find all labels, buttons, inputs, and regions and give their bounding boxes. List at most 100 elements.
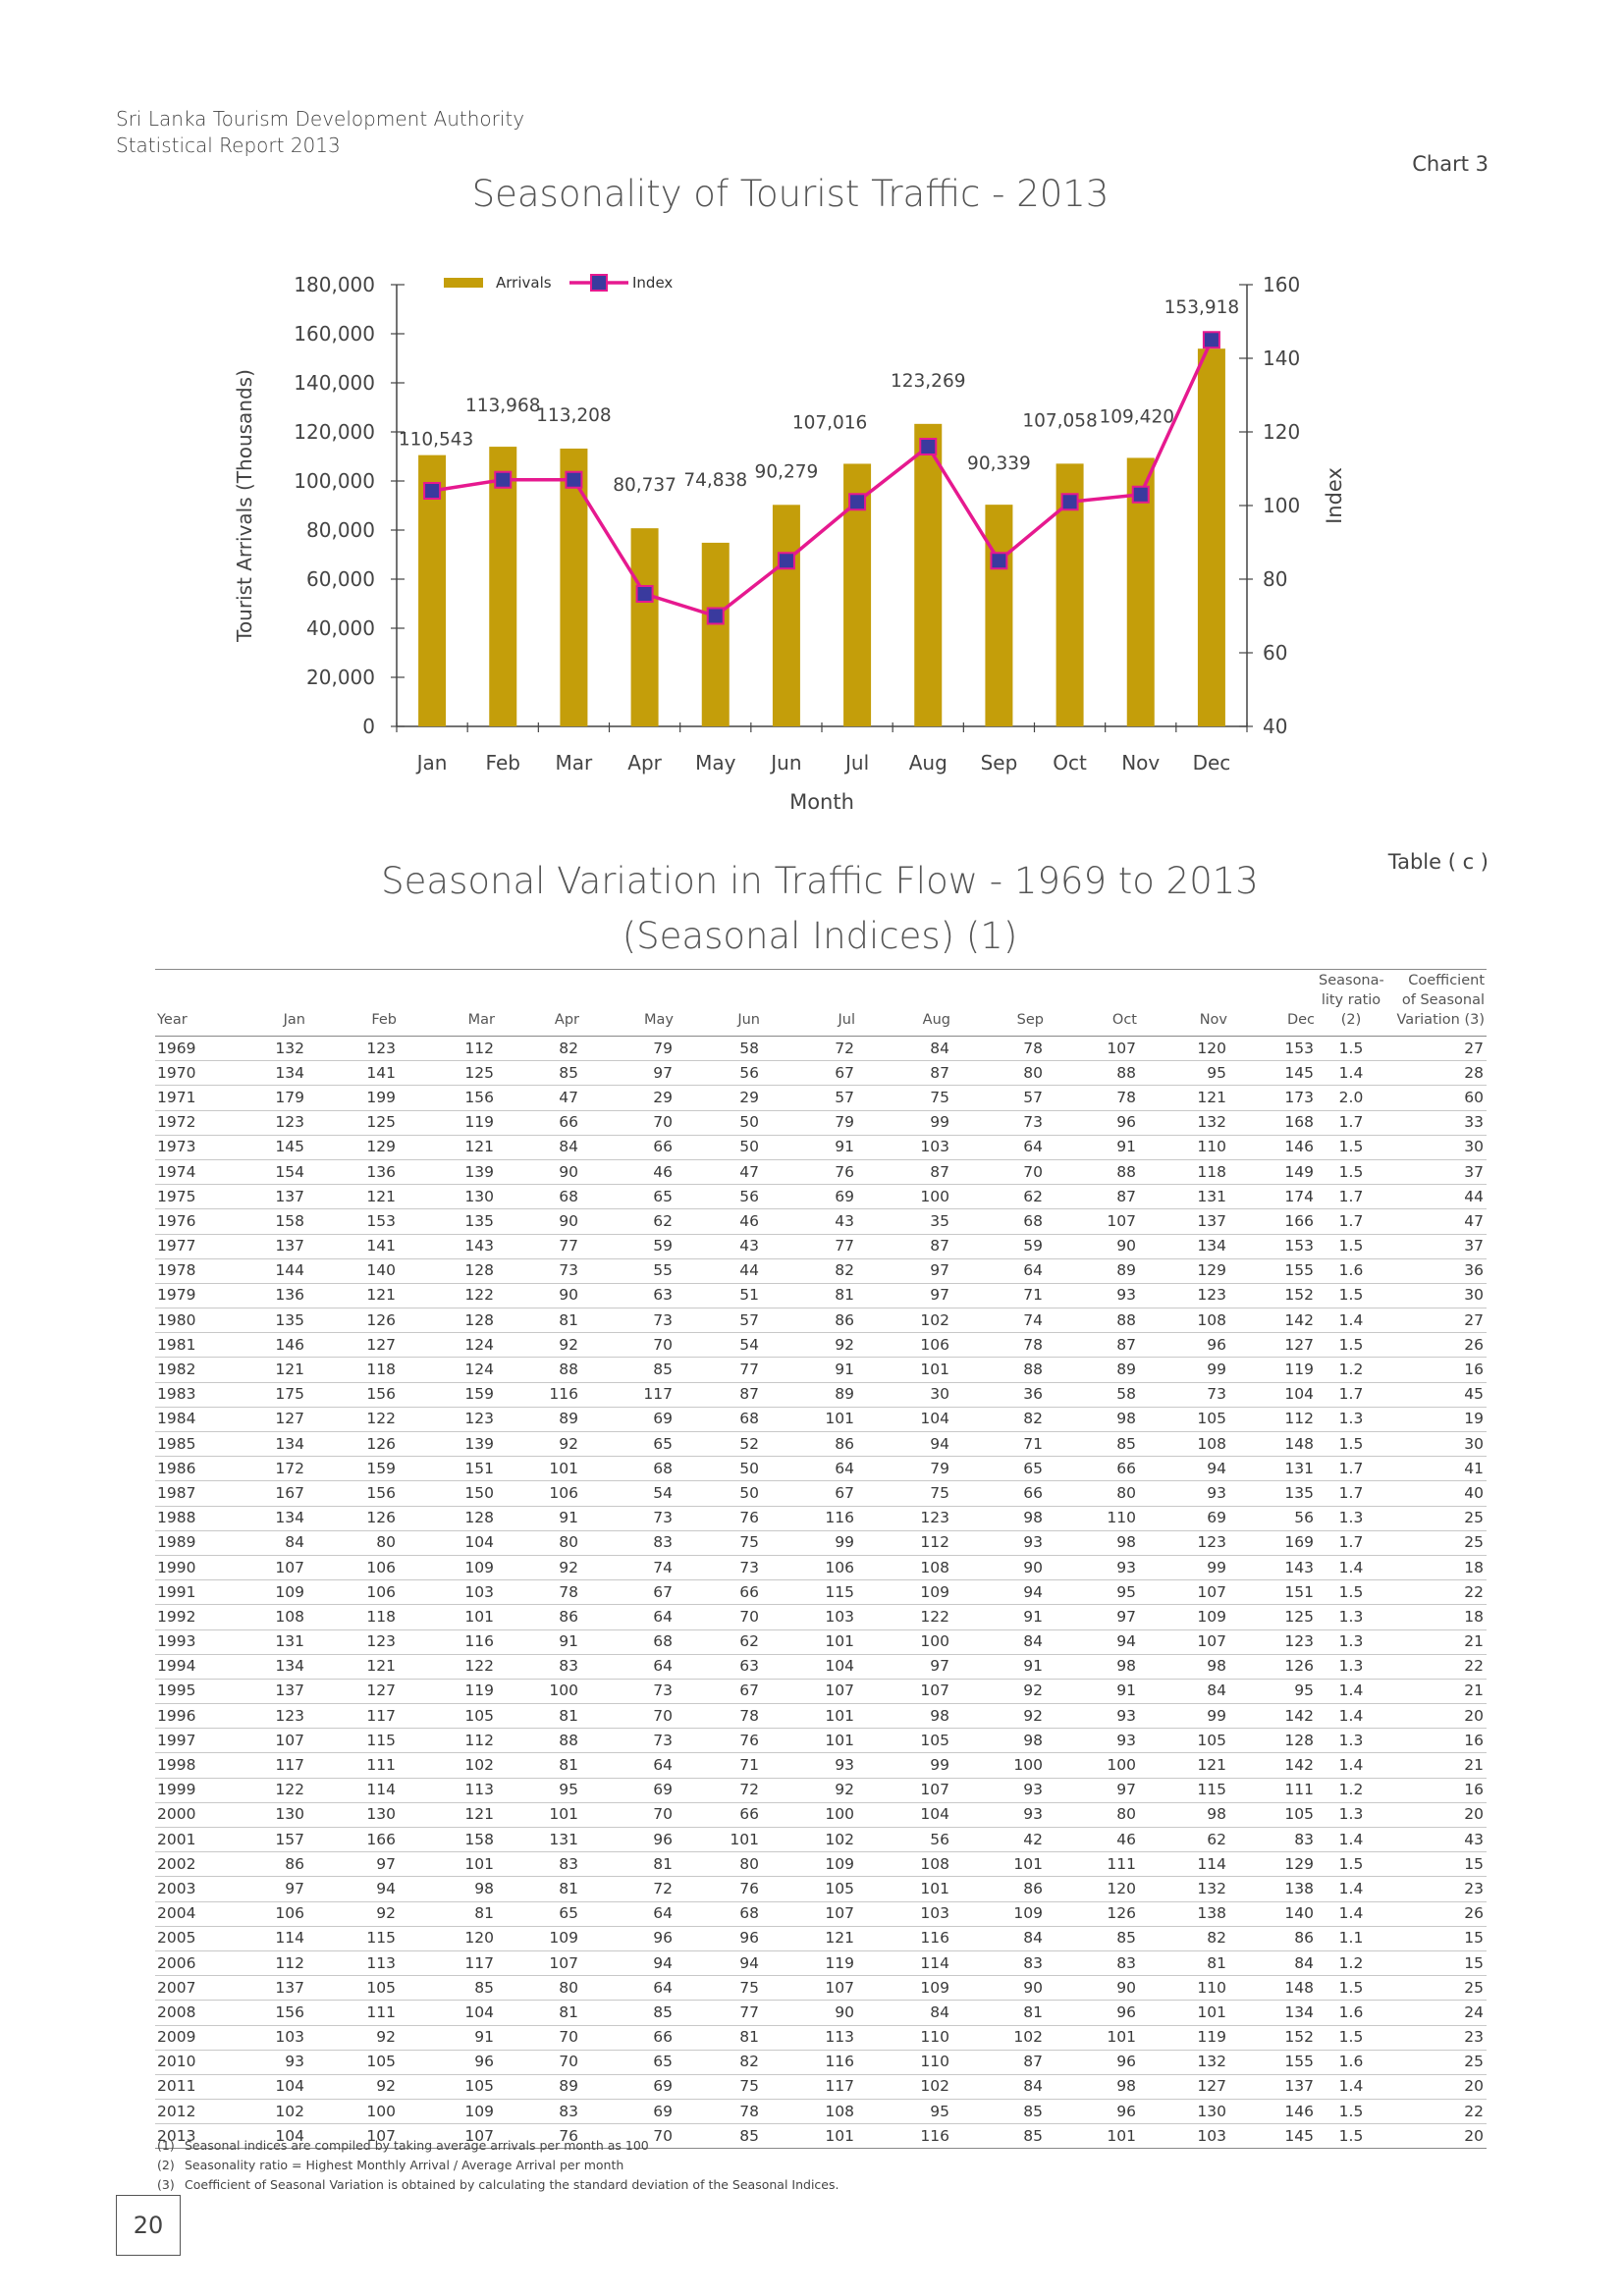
value-cell: 1.5 <box>1317 1851 1385 1878</box>
value-cell: 26 <box>1385 1332 1487 1359</box>
year-cell: 1997 <box>155 1728 224 1754</box>
value-cell: 58 <box>1046 1382 1139 1408</box>
value-cell: 1.7 <box>1317 1184 1385 1210</box>
value-cell: 157 <box>224 1827 307 1853</box>
value-cell: 131 <box>224 1629 307 1655</box>
table-row: 1993 131 123 116 91 68 62 101 100 84 94 107 123 1.3 21 <box>155 1629 1487 1655</box>
value-cell: 1.3 <box>1317 1506 1385 1531</box>
y-tick-label: 40,000 <box>306 616 375 640</box>
value-cell: 64 <box>762 1456 857 1482</box>
value-cell: 124 <box>399 1332 497 1359</box>
value-cell: 21 <box>1385 1629 1487 1655</box>
value-cell: 101 <box>497 1456 581 1482</box>
value-cell: 25 <box>1385 1975 1487 2002</box>
value-cell: 84 <box>952 1926 1046 1951</box>
value-cell: 43 <box>762 1208 857 1235</box>
x-tick-label: Jan <box>415 751 448 774</box>
value-cell: 105 <box>1229 1802 1317 1829</box>
value-cell: 107 <box>497 1950 581 1977</box>
chart-number: Chart 3 <box>1412 152 1489 176</box>
value-cell: 80 <box>497 1975 581 2002</box>
value-cell: 29 <box>676 1085 762 1111</box>
value-cell: 1.4 <box>1317 1555 1385 1581</box>
value-cell: 119 <box>762 1950 857 1977</box>
value-cell: 69 <box>581 1778 676 1803</box>
value-cell: 95 <box>857 2099 952 2125</box>
value-cell: 47 <box>1385 1208 1487 1235</box>
value-cell: 65 <box>581 1184 676 1210</box>
value-cell: 63 <box>676 1654 762 1680</box>
value-cell: 127 <box>224 1407 307 1433</box>
value-cell: 22 <box>1385 1654 1487 1680</box>
table-row: 1996 123 117 105 81 70 78 101 98 92 93 99 142 1.4 20 <box>155 1703 1487 1730</box>
value-cell: 52 <box>676 1431 762 1458</box>
value-cell: 146 <box>1229 2099 1317 2125</box>
value-cell: 137 <box>224 1679 307 1705</box>
value-cell: 104 <box>857 1407 952 1433</box>
value-cell: 129 <box>1229 1851 1317 1878</box>
y2-tick-label: 100 <box>1263 494 1300 517</box>
value-cell: 25 <box>1385 1506 1487 1531</box>
value-cell: 107 <box>762 1975 857 2002</box>
value-cell: 76 <box>676 1876 762 1902</box>
value-cell: 106 <box>307 1579 399 1606</box>
value-cell: 102 <box>762 1827 857 1853</box>
y-tick-label: 120,000 <box>294 420 375 444</box>
value-cell: 111 <box>307 2000 399 2026</box>
data-label-jul: 107,016 <box>792 412 868 433</box>
value-cell: 43 <box>676 1234 762 1259</box>
year-cell: 2004 <box>155 1901 224 1927</box>
value-cell: 141 <box>307 1060 399 1087</box>
value-cell: 87 <box>1046 1332 1139 1359</box>
value-cell: 101 <box>1046 2123 1139 2150</box>
value-cell: 87 <box>857 1060 952 1087</box>
value-cell: 159 <box>399 1382 497 1408</box>
value-cell: 101 <box>676 1827 762 1853</box>
value-cell: 115 <box>307 1728 399 1754</box>
value-cell: 84 <box>857 2000 952 2026</box>
value-cell: 64 <box>952 1135 1046 1160</box>
col-header: Seasona-lity ratio (2) <box>1317 969 1385 1037</box>
year-cell: 1994 <box>155 1654 224 1680</box>
value-cell: 19 <box>1385 1407 1487 1433</box>
value-cell: 1.4 <box>1317 2074 1385 2101</box>
value-cell: 103 <box>224 2025 307 2051</box>
value-cell: 101 <box>952 1851 1046 1878</box>
value-cell: 1.7 <box>1317 1480 1385 1507</box>
value-cell: 152 <box>1229 2025 1317 2051</box>
value-cell: 94 <box>1046 1629 1139 1655</box>
table-row: 1982 121 118 124 88 85 77 91 101 88 89 99 119 1.2 16 <box>155 1357 1487 1383</box>
year-cell: 2010 <box>155 2050 224 2075</box>
bar-feb <box>489 447 517 726</box>
footnote: (3) Coefficient of Seasonal Variation is … <box>157 2177 839 2192</box>
value-cell: 69 <box>581 2074 676 2101</box>
value-cell: 83 <box>1046 1950 1139 1977</box>
bar-may <box>701 542 730 726</box>
value-cell: 23 <box>1385 1876 1487 1902</box>
value-cell: 87 <box>676 1382 762 1408</box>
value-cell: 106 <box>224 1901 307 1927</box>
value-cell: 59 <box>581 1234 676 1259</box>
y-tick-label: 160,000 <box>294 322 375 346</box>
value-cell: 128 <box>399 1258 497 1284</box>
value-cell: 149 <box>1229 1159 1317 1186</box>
value-cell: 123 <box>307 1036 399 1062</box>
value-cell: 1.3 <box>1317 1604 1385 1630</box>
value-cell: 128 <box>399 1308 497 1334</box>
value-cell: 87 <box>1046 1184 1139 1210</box>
value-cell: 89 <box>1046 1357 1139 1383</box>
value-cell: 77 <box>676 2000 762 2026</box>
value-cell: 66 <box>1046 1456 1139 1482</box>
x-tick-label: Oct <box>1053 751 1087 774</box>
table-row: 1999 122 114 113 95 69 72 92 107 93 97 115 111 1.2 16 <box>155 1778 1487 1803</box>
value-cell: 134 <box>224 1654 307 1680</box>
value-cell: 64 <box>581 1604 676 1630</box>
value-cell: 67 <box>676 1679 762 1705</box>
value-cell: 102 <box>857 2074 952 2101</box>
value-cell: 1.2 <box>1317 1357 1385 1383</box>
value-cell: 99 <box>857 1752 952 1779</box>
value-cell: 87 <box>952 2050 1046 2075</box>
value-cell: 104 <box>224 2074 307 2101</box>
col-header: Jan <box>224 969 307 1037</box>
value-cell: 121 <box>307 1184 399 1210</box>
